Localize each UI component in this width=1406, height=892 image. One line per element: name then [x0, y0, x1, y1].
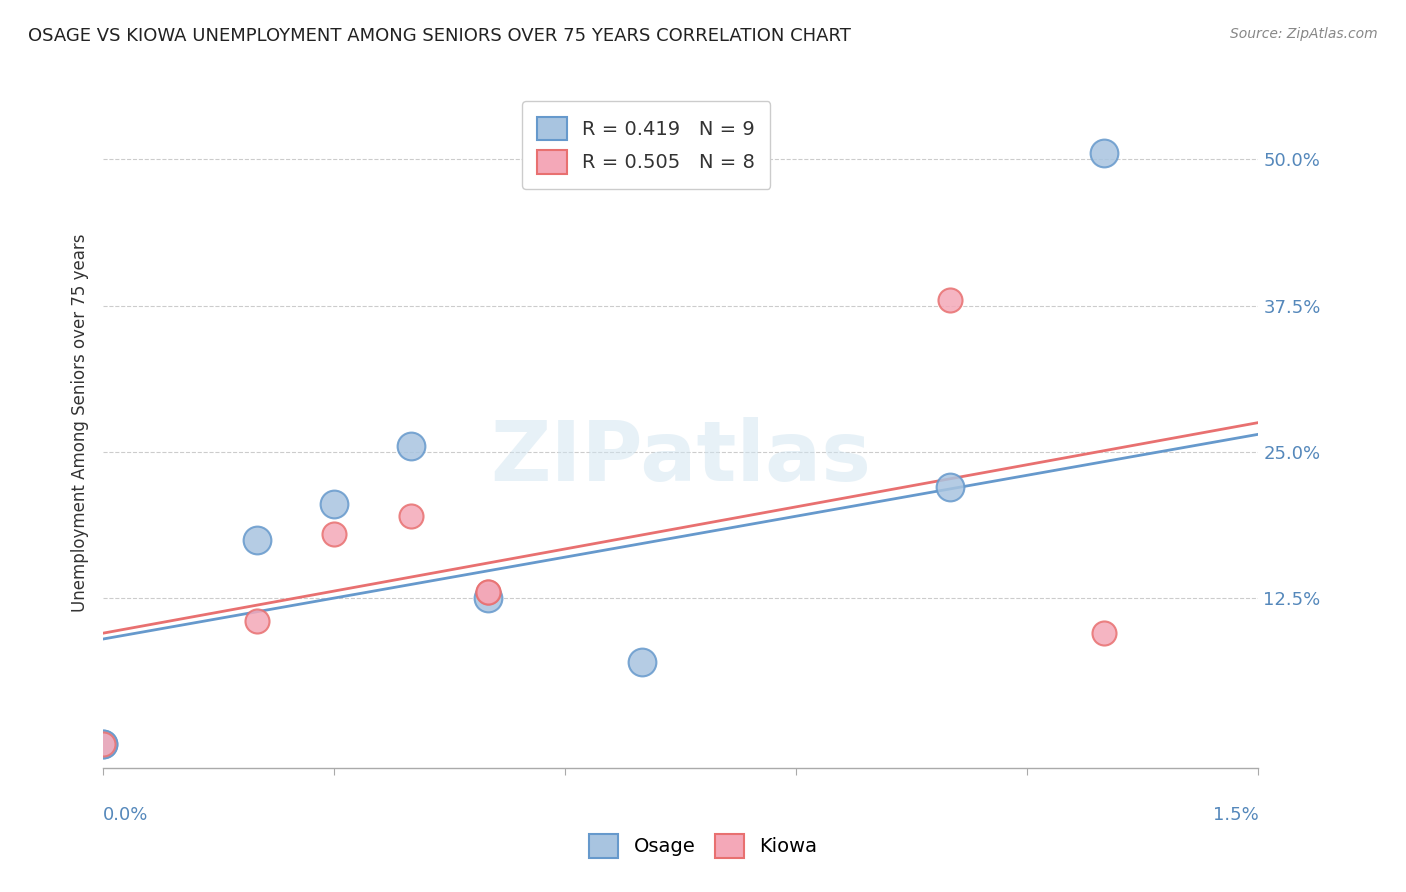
- Point: [323, 526, 346, 541]
- Y-axis label: Unemployment Among Seniors over 75 years: Unemployment Among Seniors over 75 years: [72, 234, 89, 612]
- Point: [399, 509, 422, 524]
- Point: [91, 737, 114, 751]
- Point: [939, 480, 962, 494]
- Point: [323, 498, 346, 512]
- Point: [91, 737, 114, 751]
- Point: [1094, 146, 1116, 161]
- Text: OSAGE VS KIOWA UNEMPLOYMENT AMONG SENIORS OVER 75 YEARS CORRELATION CHART: OSAGE VS KIOWA UNEMPLOYMENT AMONG SENIOR…: [28, 27, 851, 45]
- Text: ZIPatlas: ZIPatlas: [491, 417, 872, 498]
- Text: Source: ZipAtlas.com: Source: ZipAtlas.com: [1230, 27, 1378, 41]
- Point: [477, 591, 499, 605]
- Point: [477, 585, 499, 599]
- Point: [399, 439, 422, 453]
- Legend: Osage, Kiowa: Osage, Kiowa: [574, 819, 832, 873]
- Point: [477, 585, 499, 599]
- Point: [91, 737, 114, 751]
- Text: 1.5%: 1.5%: [1213, 805, 1258, 823]
- Point: [246, 533, 269, 547]
- Legend: R = 0.419   N = 9, R = 0.505   N = 8: R = 0.419 N = 9, R = 0.505 N = 8: [522, 101, 770, 189]
- Text: 0.0%: 0.0%: [103, 805, 149, 823]
- Point: [1094, 626, 1116, 640]
- Point: [631, 656, 654, 670]
- Point: [939, 293, 962, 307]
- Point: [246, 615, 269, 629]
